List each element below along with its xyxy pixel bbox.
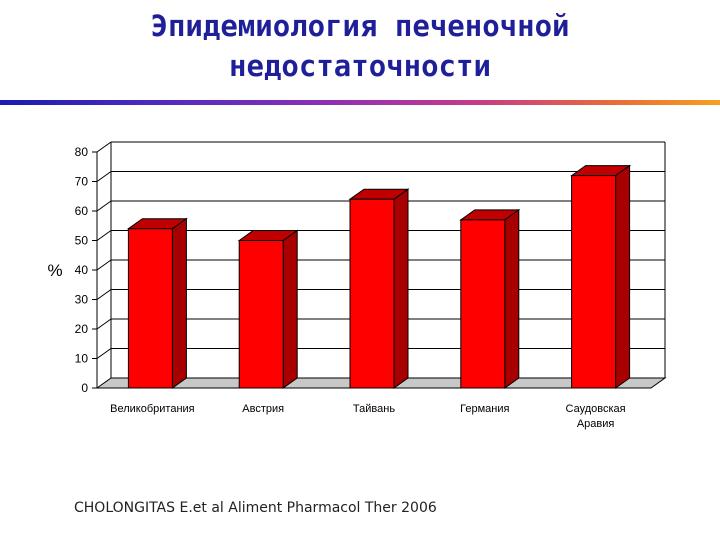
- y-grid-diagonal: [96, 200, 112, 212]
- y-tick-label: 20: [75, 322, 89, 336]
- bar: [349, 198, 395, 389]
- y-tick-label: 50: [75, 234, 89, 248]
- bar: [238, 240, 284, 389]
- y-grid-diagonal: [96, 348, 112, 359]
- bar-chart: 0 10 20 30 40 50 60 70 80% Великобритания Австрия Т…: [0, 140, 720, 477]
- y-grid-diagonal: [96, 230, 112, 241]
- title-line-1: Эпидемиология печеночной: [150, 9, 570, 43]
- bar: [571, 175, 617, 389]
- bar: [460, 219, 506, 389]
- x-category-label: Австрия: [242, 403, 284, 415]
- bar: [127, 228, 173, 389]
- x-category-label: Тайвань: [353, 403, 395, 415]
- y-grid-diagonal: [96, 318, 112, 330]
- y-grid-diagonal: [96, 259, 112, 271]
- title-divider: [0, 100, 720, 105]
- x-category-label: Саудовская: [566, 403, 626, 415]
- y-tick-label: 60: [75, 204, 89, 218]
- y-grid-diagonal: [96, 289, 112, 300]
- x-category-label: Аравия: [577, 418, 615, 430]
- y-tick-label: 10: [75, 352, 89, 366]
- bar-side: [615, 164, 631, 389]
- title-line-2: недостаточности: [229, 49, 491, 83]
- y-tick-label: 40: [75, 263, 89, 277]
- slide-title: Эпидемиология печеночной недостаточности: [0, 6, 720, 86]
- bar-side: [171, 217, 187, 389]
- x-category-label: Великобритания: [110, 403, 195, 415]
- y-grid-diagonal: [96, 141, 112, 153]
- bar-side: [504, 208, 520, 389]
- x-category-label: Германия: [460, 403, 509, 415]
- bar-side: [282, 229, 298, 389]
- y-tick-label: 30: [75, 293, 89, 307]
- y-axis-label: %: [47, 261, 62, 280]
- y-tick-label: 0: [81, 381, 88, 395]
- bar-side: [393, 188, 409, 389]
- chart-svg: 0 10 20 30 40 50 60 70 80% Великобритания Австрия Т…: [47, 141, 667, 477]
- source-citation: CHOLONGITAS E.et al Aliment Pharmacol Th…: [74, 500, 437, 516]
- y-tick-label: 70: [75, 175, 89, 189]
- y-tick-label: 80: [75, 145, 89, 159]
- y-grid-diagonal: [96, 171, 112, 182]
